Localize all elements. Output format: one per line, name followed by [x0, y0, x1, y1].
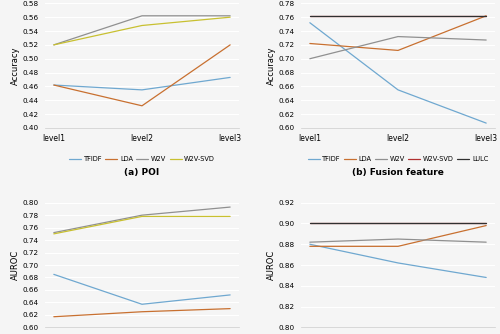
LULC	[395, 14, 401, 18]
Y-axis label: Accuracy: Accuracy	[267, 46, 276, 85]
W2V-SVD	[483, 221, 489, 225]
W2V-SVD	[139, 23, 145, 27]
LDA	[395, 48, 401, 52]
Line: LDA: LDA	[54, 45, 230, 106]
W2V-SVD	[227, 15, 233, 19]
Line: W2V-SVD: W2V-SVD	[54, 17, 230, 45]
LDA	[307, 244, 313, 248]
Line: LDA: LDA	[54, 309, 230, 317]
Y-axis label: AUROC: AUROC	[11, 250, 20, 280]
W2V-SVD	[395, 14, 401, 18]
LDA	[139, 104, 145, 108]
W2V	[307, 57, 313, 61]
TFIDF	[227, 293, 233, 297]
Line: W2V-SVD: W2V-SVD	[54, 216, 230, 234]
LDA	[307, 41, 313, 45]
W2V-SVD	[483, 14, 489, 18]
LULC	[307, 14, 313, 18]
LDA	[51, 83, 57, 87]
W2V-SVD	[51, 43, 57, 47]
LDA	[483, 14, 489, 18]
Y-axis label: Accuracy: Accuracy	[11, 46, 20, 85]
LDA	[139, 310, 145, 314]
LDA	[483, 223, 489, 227]
TFIDF	[51, 83, 57, 87]
Line: W2V: W2V	[310, 36, 486, 59]
Line: W2V: W2V	[54, 207, 230, 232]
LDA	[227, 43, 233, 47]
Line: LDA: LDA	[310, 225, 486, 246]
TFIDF	[139, 88, 145, 92]
W2V	[307, 240, 313, 244]
TFIDF	[483, 276, 489, 280]
LULC	[307, 221, 313, 225]
W2V-SVD	[307, 14, 313, 18]
W2V	[483, 240, 489, 244]
LULC	[395, 221, 401, 225]
W2V-SVD	[227, 214, 233, 218]
LDA	[51, 315, 57, 319]
LDA	[227, 307, 233, 311]
Y-axis label: AUROC: AUROC	[267, 250, 276, 280]
Line: TFIDF: TFIDF	[310, 23, 486, 123]
W2V	[395, 237, 401, 241]
Legend: TFIDF, LDA, W2V, W2V-SVD: TFIDF, LDA, W2V, W2V-SVD	[66, 154, 218, 165]
W2V-SVD	[395, 221, 401, 225]
W2V	[51, 43, 57, 47]
X-axis label: (a) POI: (a) POI	[124, 168, 160, 177]
TFIDF	[395, 88, 401, 92]
LULC	[483, 14, 489, 18]
W2V	[227, 205, 233, 209]
Line: TFIDF: TFIDF	[310, 244, 486, 278]
TFIDF	[307, 21, 313, 25]
TFIDF	[227, 75, 233, 79]
TFIDF	[395, 261, 401, 265]
W2V	[395, 34, 401, 38]
W2V	[483, 38, 489, 42]
W2V-SVD	[139, 214, 145, 218]
Line: TFIDF: TFIDF	[54, 274, 230, 304]
LULC	[483, 221, 489, 225]
Line: W2V: W2V	[310, 239, 486, 242]
TFIDF	[51, 272, 57, 276]
TFIDF	[307, 242, 313, 246]
W2V	[139, 213, 145, 217]
W2V	[139, 14, 145, 18]
W2V	[227, 14, 233, 18]
W2V-SVD	[51, 232, 57, 236]
Line: W2V: W2V	[54, 16, 230, 45]
Line: LDA: LDA	[310, 16, 486, 50]
W2V	[51, 230, 57, 234]
X-axis label: (b) Fusion feature: (b) Fusion feature	[352, 168, 444, 177]
Line: TFIDF: TFIDF	[54, 77, 230, 90]
TFIDF	[139, 302, 145, 306]
W2V-SVD	[307, 221, 313, 225]
Legend: TFIDF, LDA, W2V, W2V-SVD, LULC: TFIDF, LDA, W2V, W2V-SVD, LULC	[305, 154, 491, 165]
TFIDF	[483, 121, 489, 125]
LDA	[395, 244, 401, 248]
